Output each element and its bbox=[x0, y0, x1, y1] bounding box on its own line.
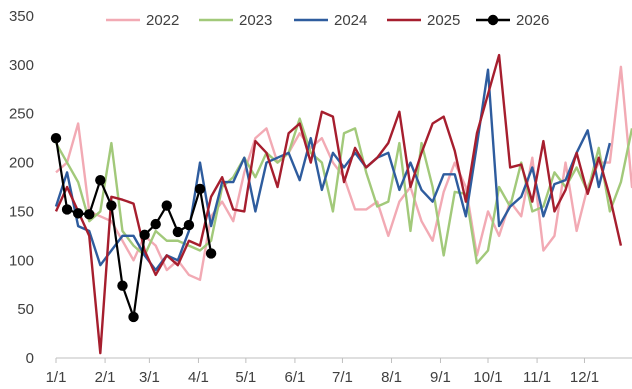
legend-label: 2022 bbox=[146, 12, 179, 29]
series-line-2024 bbox=[54, 68, 612, 272]
legend-item-2022: 2022 bbox=[106, 12, 179, 29]
data-point bbox=[205, 248, 217, 259]
x-tick-label: 1/1 bbox=[46, 369, 67, 386]
series-2024 bbox=[54, 68, 612, 272]
data-point bbox=[172, 226, 184, 238]
legend: 2022 2023 2024 2025 2026 bbox=[106, 12, 549, 29]
x-tick-label: 8/1 bbox=[381, 369, 402, 386]
x-tick-label: 2/1 bbox=[95, 369, 116, 386]
data-point bbox=[117, 280, 128, 291]
y-tick-label: 100 bbox=[9, 252, 34, 269]
y-tick-label: 350 bbox=[9, 8, 34, 25]
series-2023 bbox=[54, 117, 632, 265]
legend-item-2025: 2025 bbox=[387, 12, 460, 29]
data-point bbox=[84, 209, 95, 220]
data-point bbox=[161, 200, 172, 211]
data-point bbox=[150, 218, 161, 230]
series-line-2025 bbox=[54, 53, 623, 355]
legend-label: 2023 bbox=[239, 12, 272, 29]
legend-label: 2026 bbox=[516, 12, 549, 29]
y-tick-label: 0 bbox=[26, 350, 34, 367]
legend-item-2023: 2023 bbox=[199, 12, 272, 29]
series-2025 bbox=[54, 53, 623, 355]
x-tick-label: 5/1 bbox=[235, 369, 256, 386]
y-tick-label: 200 bbox=[9, 155, 34, 172]
data-point bbox=[72, 208, 84, 219]
data-point bbox=[50, 132, 62, 144]
axes: 0 50 100 150 200 250 300 350 1/1 2/1 3/1 4/1 5/1 6/1 7… bbox=[9, 8, 632, 386]
x-tick-label: 7/1 bbox=[332, 369, 353, 386]
x-tick-label: 3/1 bbox=[139, 369, 160, 386]
data-point bbox=[61, 204, 73, 215]
data-point bbox=[128, 311, 139, 323]
x-tick-label: 4/1 bbox=[188, 369, 209, 386]
y-tick-label: 50 bbox=[17, 301, 34, 318]
data-point bbox=[106, 200, 117, 211]
series-lines bbox=[50, 53, 632, 355]
y-tick-label: 250 bbox=[9, 106, 34, 123]
series-line-2023 bbox=[54, 117, 632, 265]
x-tick-label: 6/1 bbox=[284, 369, 305, 386]
legend-item-2026: 2026 bbox=[476, 12, 549, 29]
legend-label: 2024 bbox=[334, 12, 367, 29]
series-2022 bbox=[55, 65, 632, 282]
legend-item-2024: 2024 bbox=[294, 12, 367, 29]
data-point bbox=[95, 174, 106, 186]
x-tick-label: 11/1 bbox=[523, 369, 551, 386]
y-tick-label: 150 bbox=[9, 203, 34, 220]
x-tick-label: 12/1 bbox=[570, 369, 599, 386]
y-tick-label: 300 bbox=[9, 57, 34, 74]
x-tick-label: 10/1 bbox=[473, 369, 502, 386]
data-point bbox=[183, 219, 195, 231]
series-line-2022 bbox=[55, 65, 632, 282]
data-point bbox=[139, 229, 150, 241]
legend-marker bbox=[487, 14, 499, 26]
data-point bbox=[194, 183, 206, 195]
legend-label: 2025 bbox=[427, 12, 460, 29]
x-tick-label: 9/1 bbox=[430, 369, 451, 386]
series-2026 bbox=[50, 132, 217, 323]
